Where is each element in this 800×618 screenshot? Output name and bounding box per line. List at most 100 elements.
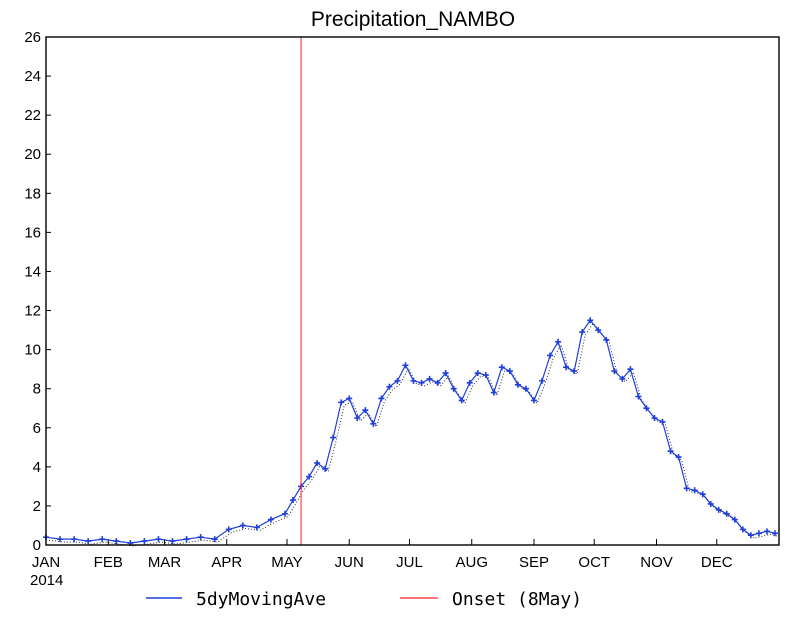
x-tick-label: AUG	[455, 554, 488, 571]
y-tick-label: 20	[24, 146, 41, 163]
y-tick-label: 26	[24, 29, 41, 46]
x-axis: JAN FEB MAR APR MAY JUN JUL AUG SEP OCT NOV DEC	[32, 539, 733, 571]
x-tick-label: FEB	[94, 554, 123, 571]
data-point-marker	[514, 381, 521, 388]
data-point-marker	[211, 536, 218, 543]
data-point-marker	[85, 538, 92, 545]
data-point-marker	[571, 368, 578, 375]
data-point-marker	[498, 364, 505, 371]
plot-frame	[45, 36, 780, 546]
data-point-marker	[71, 536, 78, 543]
data-point-marker	[555, 338, 562, 345]
data-point-marker	[547, 352, 554, 359]
x-tick-label: JUL	[396, 554, 423, 571]
x-tick-label: JUN	[335, 554, 364, 571]
data-point-marker	[281, 510, 288, 517]
x-tick-label: OCT	[578, 554, 610, 571]
data-point-marker	[426, 375, 433, 382]
y-tick-label: 14	[24, 263, 41, 280]
data-point-marker	[771, 530, 778, 537]
data-point-marker	[183, 536, 190, 543]
data-point-marker	[763, 528, 770, 535]
data-point-marker	[338, 399, 345, 406]
y-tick-label: 2	[33, 498, 41, 515]
data-point-marker	[466, 379, 473, 386]
data-point-marker	[410, 377, 417, 384]
data-point-marker	[290, 497, 297, 504]
series-shadow-5dymovingave	[48, 322, 779, 547]
y-tick-label: 16	[24, 224, 41, 241]
data-point-marker	[442, 370, 449, 377]
data-point-marker	[755, 530, 762, 537]
data-point-marker	[603, 336, 610, 343]
x-tick-label: NOV	[640, 554, 673, 571]
x-axis-year-label: 2014	[30, 572, 63, 589]
data-point-marker	[225, 526, 232, 533]
data-point-marker	[635, 393, 642, 400]
data-point-marker	[667, 448, 674, 455]
data-point-marker	[197, 534, 204, 541]
x-tick-label: MAR	[148, 554, 182, 571]
data-point-marker	[306, 473, 313, 480]
data-point-marker	[579, 329, 586, 336]
data-point-marker	[683, 485, 690, 492]
data-point-marker	[394, 377, 401, 384]
series-layer	[43, 37, 779, 547]
y-tick-label: 0	[33, 537, 41, 554]
data-point-marker	[330, 434, 337, 441]
data-point-marker	[739, 526, 746, 533]
data-point-marker	[699, 491, 706, 498]
data-point-marker	[418, 379, 425, 386]
data-point-marker	[346, 395, 353, 402]
y-tick-label: 6	[33, 420, 41, 437]
data-point-marker	[522, 385, 529, 392]
y-tick-label: 24	[24, 68, 41, 85]
data-point-marker	[253, 524, 260, 531]
data-point-marker	[354, 415, 361, 421]
data-point-marker	[169, 538, 176, 545]
legend-label-5dymovingave: 5dyMovingAve	[196, 589, 326, 610]
data-point-marker	[57, 536, 64, 543]
data-point-marker	[402, 362, 409, 369]
legend: 5dyMovingAve Onset (8May)	[146, 589, 582, 610]
data-point-marker	[675, 454, 682, 461]
data-point-marker	[627, 366, 634, 373]
data-point-marker	[267, 516, 274, 523]
data-point-marker	[239, 522, 246, 529]
data-point-marker	[458, 397, 465, 404]
data-point-marker	[539, 377, 546, 384]
data-point-marker	[113, 538, 120, 545]
data-point-marker	[707, 500, 714, 507]
y-tick-label: 10	[24, 342, 41, 359]
data-point-marker	[619, 375, 626, 382]
data-point-marker	[99, 536, 106, 543]
data-point-marker	[362, 407, 369, 414]
data-point-marker	[450, 385, 457, 392]
data-point-marker	[474, 370, 481, 377]
data-point-marker	[490, 389, 497, 396]
data-point-marker	[691, 487, 698, 494]
data-point-marker	[563, 364, 570, 371]
data-point-marker	[506, 368, 513, 375]
x-tick-label: JAN	[32, 554, 60, 571]
data-point-marker	[314, 459, 321, 466]
x-tick-label: DEC	[701, 554, 733, 571]
data-point-marker	[155, 536, 162, 543]
data-point-marker	[482, 372, 489, 379]
data-point-marker	[659, 418, 666, 425]
data-point-marker	[731, 516, 738, 523]
y-tick-label: 12	[24, 303, 41, 320]
chart-title: Precipitation_NAMBO	[311, 8, 515, 31]
series-line-5dymovingave	[45, 319, 776, 544]
x-tick-label: MAY	[271, 554, 302, 571]
data-point-marker	[747, 532, 754, 539]
data-point-marker	[611, 368, 618, 375]
data-point-marker	[530, 397, 537, 404]
data-point-marker	[322, 465, 329, 472]
data-point-marker	[378, 395, 385, 402]
x-tick-label: SEP	[519, 554, 549, 571]
data-point-marker	[715, 506, 722, 513]
